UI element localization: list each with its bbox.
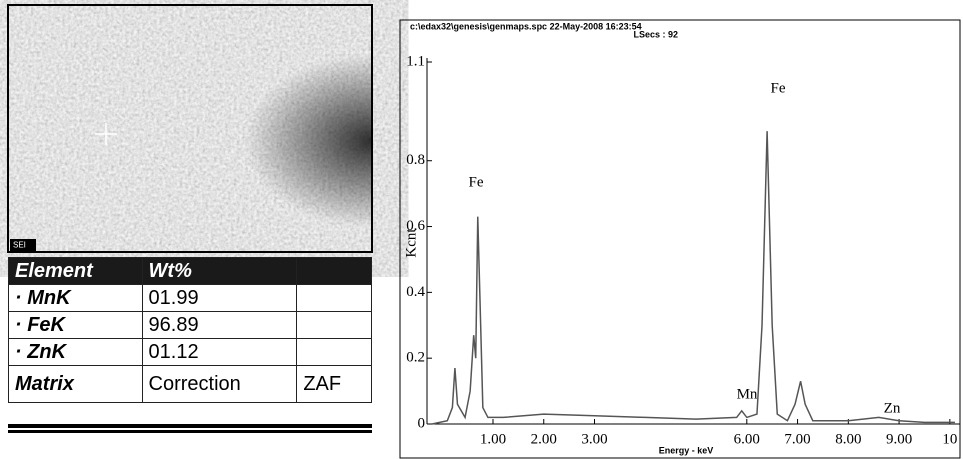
x-tick-label: 9.00 bbox=[886, 431, 912, 447]
x-tick-label: 6.00 bbox=[734, 431, 760, 447]
cell: · MnK bbox=[8, 284, 143, 312]
x-tick-label: 3.00 bbox=[581, 431, 607, 447]
cell: 96.89 bbox=[141, 311, 298, 339]
cell: · FeK bbox=[8, 311, 143, 339]
y-tick-label: 0.2 bbox=[406, 350, 425, 366]
x-tick-label: 8.00 bbox=[835, 431, 861, 447]
composition-table: Element Wt% · MnK 01.99 · FeK 96.89 · ZnK 01… bbox=[8, 257, 372, 403]
peak-label: Mn bbox=[737, 386, 758, 402]
y-tick-label: 0.4 bbox=[406, 284, 425, 300]
y-tick-label: 0.6 bbox=[406, 218, 425, 234]
spectrum-subtitle: LSecs : 92 bbox=[633, 29, 678, 39]
x-tick-label: 2.00 bbox=[531, 431, 557, 447]
y-tick-label: 1.1 bbox=[406, 53, 425, 69]
y-axis-label: Kcnt bbox=[403, 228, 419, 258]
image-label: SEI bbox=[13, 241, 26, 250]
cell: 01.12 bbox=[141, 338, 298, 366]
cell: Matrix bbox=[8, 365, 143, 403]
x-tick-label: 7.00 bbox=[784, 431, 810, 447]
y-tick-label: 0 bbox=[418, 415, 426, 431]
x-tick-label: 10 bbox=[942, 431, 957, 447]
peak-label: Fe bbox=[771, 80, 786, 96]
cell bbox=[296, 311, 372, 339]
peak-label: Fe bbox=[469, 174, 484, 190]
cell: ZAF bbox=[296, 365, 372, 403]
x-tick-label: 1.00 bbox=[480, 431, 506, 447]
cell bbox=[296, 284, 372, 312]
cell bbox=[296, 338, 372, 366]
spectrum-header: c:\edax32\genesis\genmaps.spc 22-May-200… bbox=[410, 21, 642, 31]
sem-image: SEI bbox=[7, 4, 373, 253]
header-cell: Wt% bbox=[141, 257, 298, 285]
x-axis-label: Energy - keV bbox=[659, 445, 714, 455]
cell: 01.99 bbox=[141, 284, 298, 312]
peak-label: Zn bbox=[884, 400, 901, 416]
header-cell bbox=[296, 257, 372, 285]
spectrum-line bbox=[431, 131, 955, 425]
cell: Correction bbox=[141, 365, 298, 403]
cell: · ZnK bbox=[8, 338, 143, 366]
y-tick-label: 0.8 bbox=[406, 152, 425, 168]
header-cell: Element bbox=[8, 257, 143, 285]
